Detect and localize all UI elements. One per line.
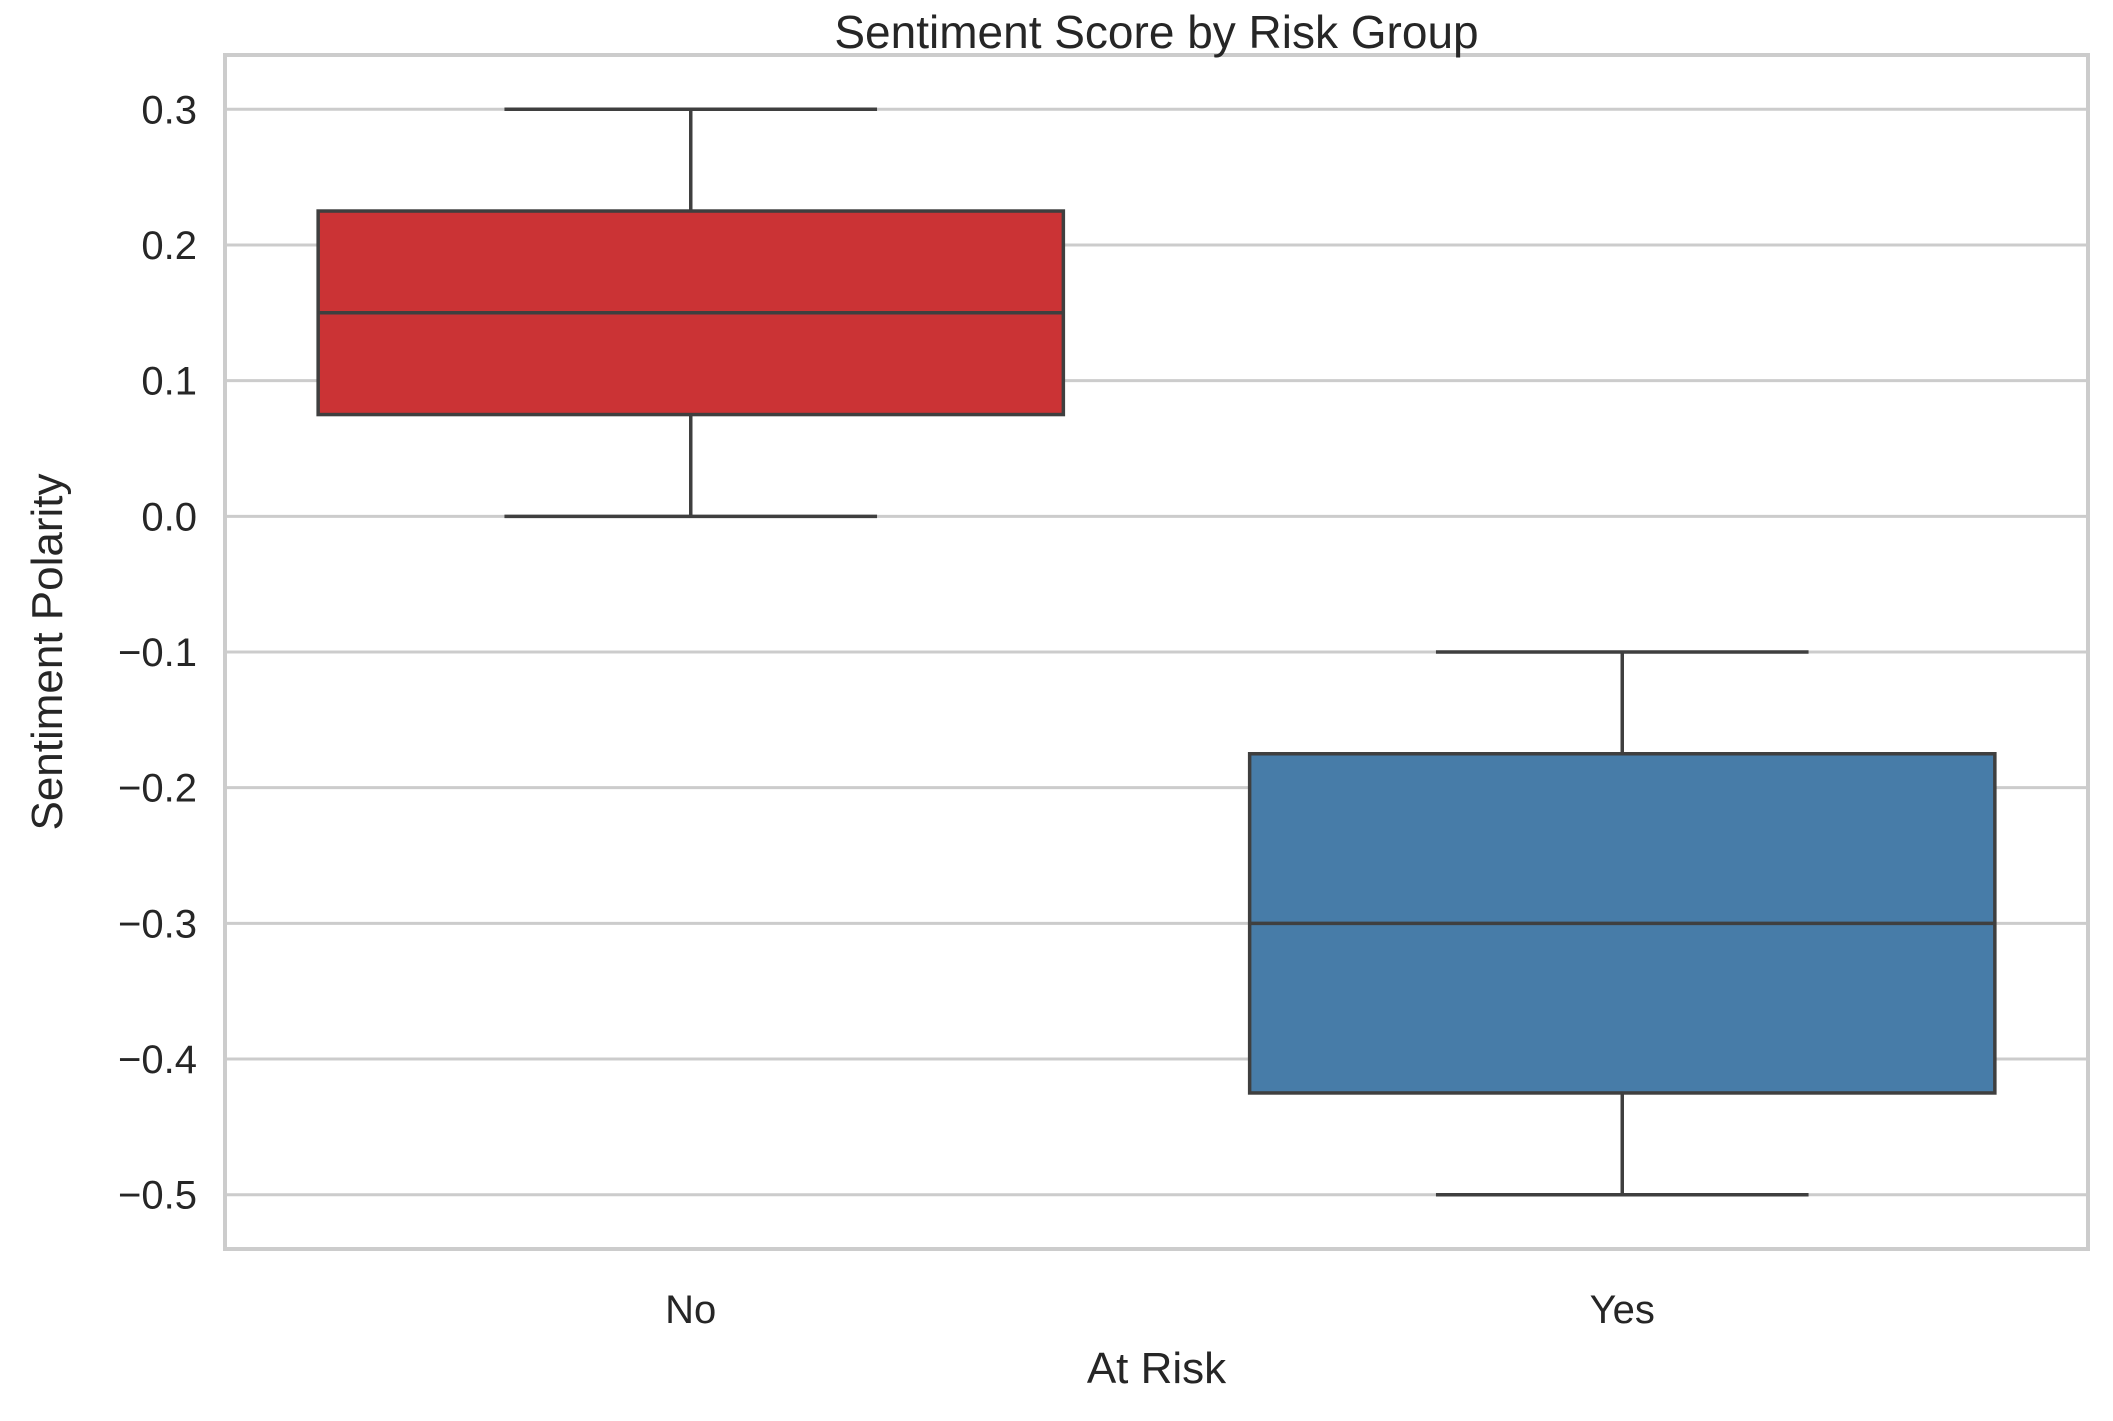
chart-title: Sentiment Score by Risk Group (834, 6, 1478, 58)
plot-frame (223, 53, 2090, 1251)
y-axis-label: Sentiment Polarity (23, 473, 72, 830)
box-layer (316, 107, 1997, 1197)
y-tick-label: 0.3 (141, 88, 197, 132)
x-tick-label: Yes (1590, 1288, 1655, 1332)
x-axis-label: At Risk (1087, 1344, 1227, 1393)
y-tick-label: −0.2 (118, 767, 197, 811)
y-tick-label: −0.4 (118, 1038, 197, 1082)
y-tick-label: −0.1 (118, 631, 197, 675)
y-tick-label: −0.5 (118, 1174, 197, 1218)
y-tick-label: 0.0 (141, 495, 197, 539)
x-tick-label: No (665, 1288, 716, 1332)
y-tick-label: 0.2 (141, 224, 197, 268)
x-tick-labels: No Yes (665, 1288, 1655, 1332)
y-tick-label: −0.3 (118, 902, 197, 946)
y-tick-labels: 0.3 0.2 0.1 0.0 −0.1 −0.2 −0.3 −0.4 −0.5 (118, 88, 197, 1217)
box-no (316, 107, 1066, 519)
box-yes (1247, 650, 1997, 1197)
y-tick-label: 0.1 (141, 360, 197, 404)
